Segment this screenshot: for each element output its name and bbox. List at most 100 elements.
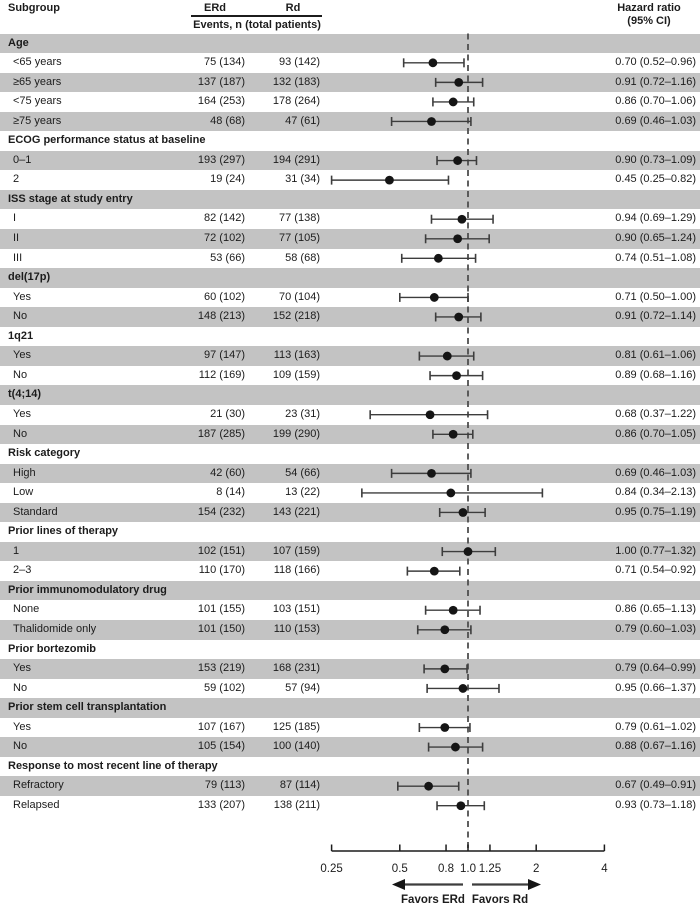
subgroup-label: 2–3 bbox=[13, 564, 32, 577]
rd-events-value: 152 (218) bbox=[272, 310, 320, 323]
hazard-ratio-value: 0.71 (0.54–0.92) bbox=[615, 564, 696, 577]
section-header-row: Prior immunomodulatory drug bbox=[0, 580, 700, 601]
section-header-row: Response to most recent line of therapy bbox=[0, 757, 700, 777]
section-title: Prior bortezomib bbox=[8, 642, 97, 655]
erd-events-value: 59 (102) bbox=[204, 681, 245, 694]
x-axis-tick-label: 0.5 bbox=[392, 863, 408, 875]
rd-events-value: 100 (140) bbox=[272, 740, 320, 753]
subgroup-row: 2–3 110 (170) 118 (166) 0.71 (0.54–0.92) bbox=[0, 561, 700, 581]
subgroup-label: Low bbox=[13, 486, 34, 499]
erd-events-value: 75 (134) bbox=[204, 56, 245, 69]
hazard-ratio-value: 0.91 (0.72–1.14) bbox=[615, 310, 696, 323]
subgroup-label: <65 years bbox=[13, 56, 62, 69]
hazard-ratio-value: 1.00 (0.77–1.32) bbox=[615, 544, 696, 557]
subgroup-label: <75 years bbox=[13, 95, 62, 108]
subgroup-row: I 82 (142) 77 (138) 0.94 (0.69–1.29) bbox=[0, 209, 700, 229]
subgroup-label: II bbox=[13, 232, 20, 244]
section-title: Risk category bbox=[8, 447, 81, 460]
favors-left-arrow-head bbox=[392, 879, 405, 890]
erd-events-value: 72 (102) bbox=[204, 232, 245, 244]
rd-events-value: 77 (138) bbox=[279, 212, 320, 225]
section-header-row: Risk category bbox=[0, 444, 700, 464]
section-title: ECOG performance status at baseline bbox=[8, 134, 206, 147]
rd-events-value: 109 (159) bbox=[272, 368, 320, 381]
subgroup-label: Standard bbox=[13, 505, 58, 518]
rd-events-value: 103 (151) bbox=[272, 603, 320, 616]
hazard-ratio-value: 0.84 (0.34–2.13) bbox=[615, 486, 696, 499]
hazard-ratio-value: 0.86 (0.70–1.05) bbox=[615, 427, 696, 440]
subgroup-column-header: Subgroup bbox=[8, 2, 60, 14]
subgroup-label: 2 bbox=[13, 173, 20, 186]
hazard-ratio-value: 0.70 (0.52–0.96) bbox=[615, 56, 696, 69]
erd-events-value: 79 (113) bbox=[204, 779, 245, 792]
favors-right-arrow-head bbox=[528, 879, 541, 890]
subgroup-label: No bbox=[13, 681, 28, 694]
erd-events-value: 110 (170) bbox=[198, 564, 245, 577]
subgroup-row: Refractory 79 (113) 87 (114) 0.67 (0.49–0.9… bbox=[0, 776, 700, 796]
x-axis-tick-label: 0.25 bbox=[320, 863, 342, 875]
hazard-ratio-value: 0.71 (0.50–1.00) bbox=[615, 290, 696, 303]
events-caption: Events, n (total patients) bbox=[193, 19, 321, 31]
subgroup-label: High bbox=[13, 466, 36, 479]
erd-events-value: 21 (30) bbox=[210, 407, 245, 420]
hazard-ratio-value: 0.91 (0.72–1.16) bbox=[615, 75, 696, 88]
erd-events-value: 82 (142) bbox=[204, 212, 245, 225]
rd-events-value: 110 (153) bbox=[273, 623, 320, 635]
subgroup-label: Thalidomide only bbox=[13, 623, 97, 635]
erd-events-value: 112 (169) bbox=[198, 368, 245, 381]
rd-events-value: 70 (104) bbox=[279, 290, 320, 303]
subgroup-row: III 53 (66) 58 (68) 0.74 (0.51–1.08) bbox=[0, 249, 700, 269]
erd-events-value: 42 (60) bbox=[210, 466, 245, 479]
section-header-row: del(17p) bbox=[0, 268, 700, 288]
hazard-ratio-value: 0.95 (0.75–1.19) bbox=[615, 505, 696, 518]
rd-events-value: 13 (22) bbox=[285, 486, 320, 499]
hazard-ratio-value: 0.79 (0.61–1.02) bbox=[615, 720, 696, 733]
favors-left-label: Favors ERd bbox=[401, 894, 465, 906]
hazard-ratio-value: 0.88 (0.67–1.16) bbox=[615, 740, 696, 753]
subgroup-label: Yes bbox=[13, 407, 31, 420]
erd-events-value: 107 (167) bbox=[197, 720, 245, 733]
subgroup-label: Yes bbox=[13, 720, 31, 733]
subgroup-row: Yes 60 (102) 70 (104) 0.71 (0.50–1.00) bbox=[0, 288, 700, 308]
x-axis-tick-label: 1.0 bbox=[460, 863, 476, 875]
rd-events-value: 31 (34) bbox=[285, 173, 320, 186]
subgroup-row: 1 102 (151) 107 (159) 1.00 (0.77–1.32) bbox=[0, 541, 700, 562]
subgroup-label: Yes bbox=[13, 662, 31, 675]
subgroup-row: None 101 (155) 103 (151) 0.86 (0.65–1.13) bbox=[0, 600, 700, 620]
subgroup-label: ≥75 years bbox=[13, 114, 62, 127]
erd-events-value: 102 (151) bbox=[197, 544, 245, 557]
hazard-ratio-value: 0.86 (0.65–1.13) bbox=[615, 603, 696, 616]
hazard-ratio-value: 0.45 (0.25–0.82) bbox=[615, 173, 696, 186]
rd-events-value: 23 (31) bbox=[285, 407, 320, 420]
subgroup-row: Low 8 (14) 13 (22) 0.84 (0.34–2.13) bbox=[0, 483, 700, 503]
x-axis-tick-label: 2 bbox=[533, 863, 539, 875]
section-header-row: Age bbox=[0, 33, 700, 54]
rd-column-header: Rd bbox=[285, 2, 301, 14]
erd-events-value: 193 (297) bbox=[197, 153, 245, 166]
subgroup-label: I bbox=[13, 212, 17, 225]
x-axis-tick-label: 0.8 bbox=[438, 863, 454, 875]
hazard-ratio-value: 0.69 (0.46–1.03) bbox=[615, 114, 696, 127]
rd-events-value: 77 (105) bbox=[279, 232, 320, 244]
subgroup-label: Yes bbox=[13, 349, 31, 362]
section-title: Prior lines of therapy bbox=[8, 525, 119, 538]
erd-events-value: 187 (285) bbox=[197, 427, 245, 440]
rd-events-value: 118 (166) bbox=[273, 564, 320, 577]
hazard-ratio-value: 0.93 (0.73–1.18) bbox=[615, 798, 696, 811]
erd-events-value: 48 (68) bbox=[210, 114, 245, 127]
subgroup-row: No 187 (285) 199 (290) 0.86 (0.70–1.05) bbox=[0, 424, 700, 445]
erd-events-value: 60 (102) bbox=[204, 290, 245, 303]
subgroup-row: High 42 (60) 54 (66) 0.69 (0.46–1.03) bbox=[0, 463, 700, 484]
subgroup-row: No 105 (154) 100 (140) 0.88 (0.67–1.16) bbox=[0, 737, 700, 757]
subgroup-label: No bbox=[13, 740, 28, 753]
hazard-ratio-value: 0.79 (0.64–0.99) bbox=[615, 662, 696, 675]
hazard-ratio-value: 0.90 (0.73–1.09) bbox=[615, 153, 696, 166]
subgroup-row: <65 years 75 (134) 93 (142) 0.70 (0.52–0.96… bbox=[0, 53, 700, 73]
subgroup-label: Refractory bbox=[13, 779, 64, 792]
hazard-ratio-value: 0.90 (0.65–1.24) bbox=[615, 232, 696, 244]
subgroup-label: No bbox=[13, 427, 28, 440]
section-header-row: 1q21 bbox=[0, 327, 700, 347]
section-title: Prior stem cell transplantation bbox=[8, 701, 167, 714]
x-axis-tick-label: 1.25 bbox=[479, 863, 501, 875]
erd-events-value: 153 (219) bbox=[197, 662, 245, 675]
